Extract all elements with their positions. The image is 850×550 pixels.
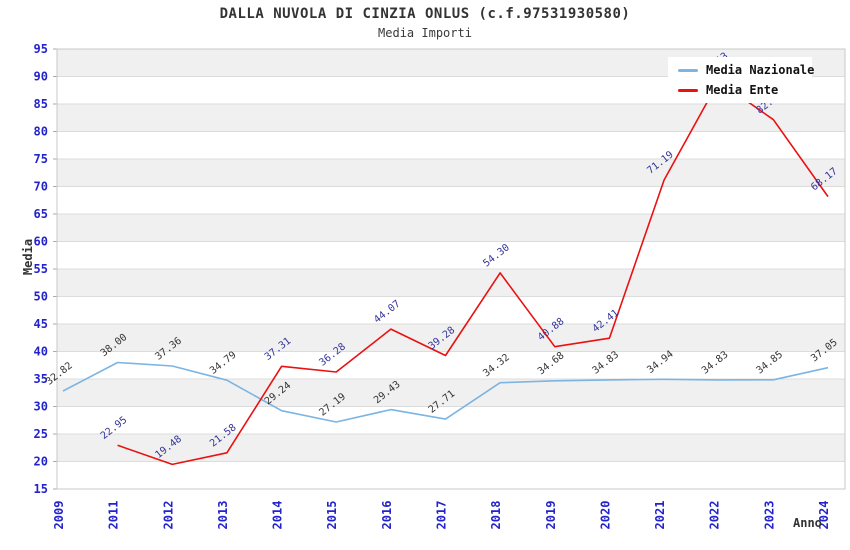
x-tick-label: 2019 (544, 501, 558, 530)
grid-band (57, 379, 845, 407)
y-tick-label: 40 (34, 345, 48, 359)
plot-border (56, 48, 846, 490)
y-tick-label: 30 (34, 400, 48, 414)
x-tick-label: 2020 (598, 501, 612, 530)
legend-swatch-ente-icon (678, 88, 698, 92)
x-tick-label: 2014 (271, 501, 285, 530)
data-label: 34.83 (591, 349, 621, 376)
y-tick-label: 60 (34, 235, 48, 249)
y-tick-label: 90 (34, 70, 48, 84)
legend-swatch-nazionale-icon (678, 68, 698, 72)
grid-band (57, 104, 845, 132)
data-label: 34.94 (645, 349, 675, 376)
legend-item-media-nazionale: Media Nazionale (668, 63, 815, 77)
x-tick-label: 2015 (325, 501, 339, 530)
grid-band (57, 434, 845, 462)
grid-band (57, 214, 845, 242)
legend-label: Media Nazionale (706, 63, 815, 77)
y-tick-label: 50 (34, 290, 48, 304)
x-tick-label: 2011 (107, 501, 121, 530)
y-tick-label: 80 (34, 125, 48, 139)
x-tick-label: 2012 (161, 501, 175, 530)
data-label: 34.83 (700, 349, 730, 376)
data-label: 44.07 (372, 299, 402, 326)
x-tick-label: 2009 (52, 501, 66, 530)
x-tick-label: 2022 (708, 501, 722, 530)
y-tick-label: 25 (34, 427, 48, 441)
y-tick-label: 45 (34, 317, 48, 331)
chart-subtitle: Media Importi (378, 26, 472, 40)
x-tick-label: 2023 (762, 501, 776, 530)
y-tick-label: 75 (34, 152, 48, 166)
x-tick-label: 2013 (216, 501, 230, 530)
data-label: 34.68 (536, 350, 566, 377)
y-tick-label: 65 (34, 207, 48, 221)
x-tick-label: 2024 (817, 501, 831, 530)
x-tick-label: 2016 (380, 501, 394, 530)
data-label: 34.32 (481, 352, 511, 379)
series-line-media-nazionale (62, 361, 829, 423)
data-label: 34.79 (208, 350, 238, 377)
y-tick-label: 70 (34, 180, 48, 194)
y-tick-label: 95 (34, 42, 48, 56)
y-tick-label: 20 (34, 455, 48, 469)
chart-title: DALLA NUVOLA DI CINZIA ONLUS (c.f.975319… (219, 6, 631, 22)
y-tick-label: 15 (34, 482, 48, 496)
y-tick-label: 35 (34, 372, 48, 386)
x-axis-label: Anno (793, 516, 822, 530)
legend: Media Nazionale Media Ente (668, 57, 815, 103)
x-tick-label: 2017 (435, 501, 449, 530)
data-label: 34.85 (755, 349, 785, 376)
x-tick-label: 2018 (489, 501, 503, 530)
y-axis-label: Media (21, 238, 36, 276)
legend-label: Media Ente (706, 83, 779, 97)
grid-band (57, 269, 845, 297)
y-tick-label: 55 (34, 262, 48, 276)
data-label: 54.30 (481, 242, 511, 269)
grid-band (57, 159, 845, 187)
y-tick-label: 85 (34, 97, 48, 111)
x-tick-label: 2021 (653, 501, 667, 530)
legend-item-media-ente: Media Ente (668, 83, 812, 97)
